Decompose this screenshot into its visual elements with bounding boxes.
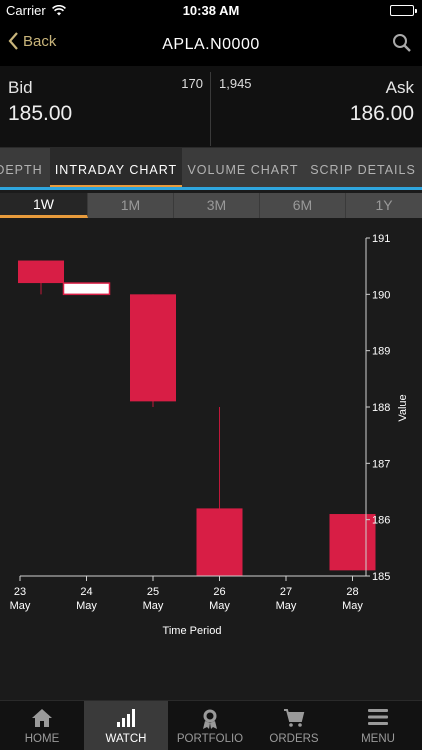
battery-icon xyxy=(390,5,417,16)
candle xyxy=(62,282,111,296)
y-tick-label: 188 xyxy=(372,402,390,414)
x-tick-month: May xyxy=(143,600,164,612)
x-tick-month: May xyxy=(276,600,297,612)
period-6m[interactable]: 6M xyxy=(260,193,346,218)
ask-quantity: 1,945 xyxy=(219,76,252,91)
quote-panel: Bid 170 185.00 1,945 Ask 186.00 xyxy=(0,66,422,148)
y-tick-label: 191 xyxy=(372,233,390,245)
x-tick-month: May xyxy=(10,600,31,612)
ask-label: Ask xyxy=(385,78,414,97)
search-button[interactable] xyxy=(392,33,412,58)
tab-home[interactable]: HOME xyxy=(0,701,84,750)
back-button[interactable]: Back xyxy=(8,32,56,50)
tab-menu-label: MENU xyxy=(361,733,395,745)
status-bar: Carrier 10:38 AM xyxy=(0,0,422,22)
tab-portfolio[interactable]: PORTFOLIO xyxy=(168,701,252,750)
candle xyxy=(130,294,176,407)
period-selector: 1W 1M 3M 6M 1Y xyxy=(0,193,422,218)
x-tick-month: May xyxy=(76,600,97,612)
page-title: APLA.N0000 xyxy=(162,36,260,53)
bottom-tab-bar: HOME WATCH PORTFOLIO ORDERS MENU xyxy=(0,700,422,750)
x-tick-day: 26 xyxy=(213,586,225,598)
tab-intraday-chart[interactable]: INTRADAY CHART xyxy=(50,148,182,187)
x-tick-day: 28 xyxy=(346,586,358,598)
period-1y[interactable]: 1Y xyxy=(375,197,393,213)
tab-volume-chart[interactable]: VOLUME CHART xyxy=(187,163,299,177)
menu-icon xyxy=(336,708,420,730)
candle-body xyxy=(62,282,111,296)
period-1w[interactable]: 1W xyxy=(0,193,88,218)
y-tick-label: 190 xyxy=(372,289,390,301)
back-label: Back xyxy=(23,32,57,50)
bid-label: Bid xyxy=(8,78,33,97)
x-tick-day: 27 xyxy=(280,586,292,598)
nav-bar: Back APLA.N0000 xyxy=(0,22,422,66)
candle xyxy=(18,260,64,295)
intraday-chart: 23 May 24 May 25 May 26 May 27 May 28 May 191 190 189… xyxy=(0,218,422,700)
period-3m[interactable]: 3M xyxy=(174,193,260,218)
candles-group xyxy=(18,260,376,576)
home-icon xyxy=(0,708,84,730)
tab-portfolio-label: PORTFOLIO xyxy=(176,733,244,745)
y-tick-label: 187 xyxy=(372,458,390,470)
candle-body xyxy=(130,294,176,402)
candle-body xyxy=(18,260,64,284)
chevron-left-icon xyxy=(8,32,18,50)
x-tick-day: 23 xyxy=(14,586,26,598)
y-tick-label: 189 xyxy=(372,346,390,358)
quote-divider xyxy=(210,72,211,146)
x-tick-day: 25 xyxy=(147,586,159,598)
tab-depth[interactable]: DEPTH xyxy=(0,163,43,177)
tab-watch[interactable]: WATCH xyxy=(84,701,168,750)
tab-scrip-details[interactable]: SCRIP DETAILS xyxy=(310,163,416,177)
x-tick-month: May xyxy=(342,600,363,612)
search-icon xyxy=(393,34,411,52)
tab-watch-label: WATCH xyxy=(105,733,147,745)
y-axis-title: Value xyxy=(397,394,409,421)
clock: 10:38 AM xyxy=(182,3,240,18)
y-tick-label: 185 xyxy=(372,571,390,583)
segment-tabs: DEPTH INTRADAY CHART VOLUME CHART SCRIP … xyxy=(0,148,422,190)
x-tick-day: 24 xyxy=(80,586,92,598)
award-icon xyxy=(168,708,252,730)
y-ticks-group: 191 190 189 188 187 186 185 xyxy=(366,233,390,583)
x-tick-month: May xyxy=(209,600,230,612)
carrier-label: Carrier xyxy=(6,3,46,18)
tab-menu[interactable]: MENU xyxy=(336,701,422,750)
candle xyxy=(329,514,376,571)
bid-price: 185.00 xyxy=(8,102,73,125)
cart-icon xyxy=(252,708,336,730)
tab-orders[interactable]: ORDERS xyxy=(252,701,336,750)
x-ticks-group: 23 May 24 May 25 May 26 May 27 May 28 May xyxy=(10,576,363,612)
x-axis-title: Time Period xyxy=(163,625,222,637)
bar-chart-icon xyxy=(84,708,168,730)
bid-quantity: 170 xyxy=(181,76,203,91)
candle-body xyxy=(196,508,243,576)
tab-home-label: HOME xyxy=(24,733,60,745)
candle-body xyxy=(329,514,376,571)
y-tick-label: 186 xyxy=(372,515,390,527)
candle xyxy=(196,407,243,576)
wifi-icon xyxy=(52,4,66,19)
ask-price: 186.00 xyxy=(349,102,414,125)
period-1m[interactable]: 1M xyxy=(88,193,174,218)
candlestick-chart: 23 May 24 May 25 May 26 May 27 May 28 May 191 190 189… xyxy=(10,233,409,637)
tab-orders-label: ORDERS xyxy=(269,733,319,745)
